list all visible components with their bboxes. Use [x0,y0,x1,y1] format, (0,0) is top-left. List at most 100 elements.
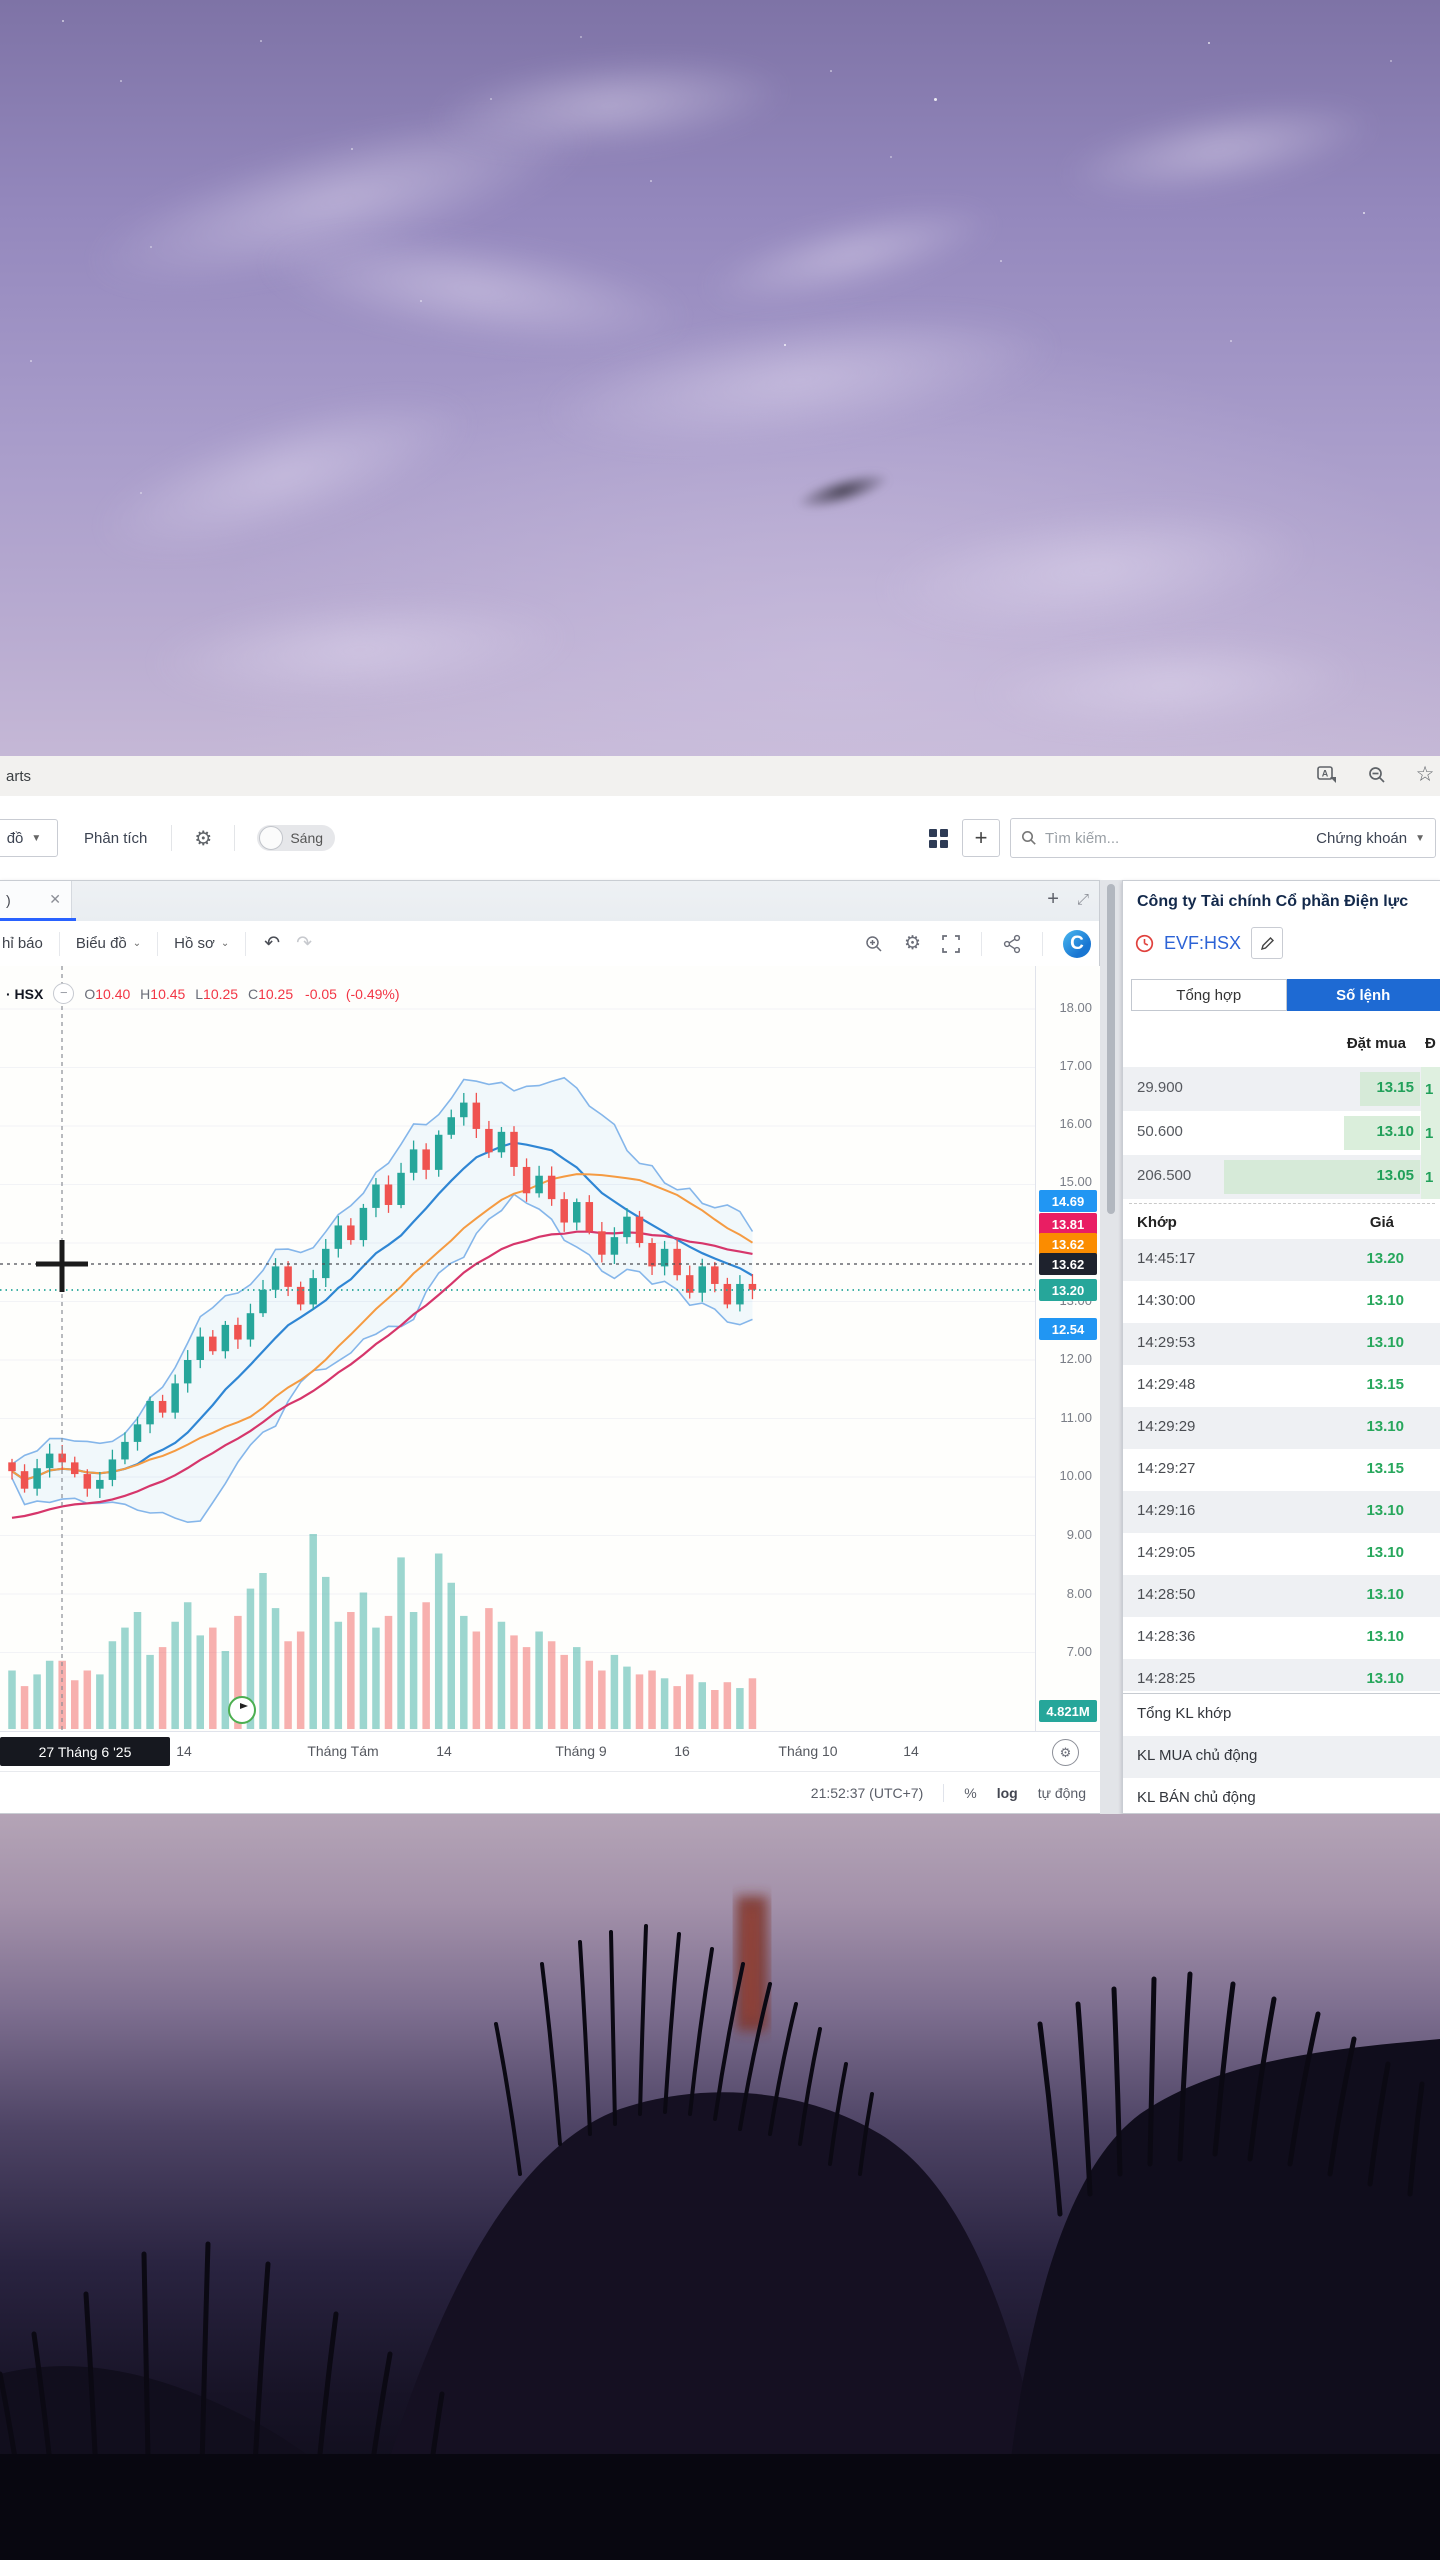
match-time: 14:28:25 [1137,1670,1196,1687]
chart-style-menu[interactable]: Biểu đồ ⌄ [75,935,142,952]
star [150,246,152,248]
price-axis-label: 12.00 [1059,1351,1092,1366]
candlestick-chart[interactable] [0,966,1035,1731]
price-axis[interactable]: 18.0017.0016.0015.0013.0012.0011.0010.00… [1035,966,1100,1731]
time-axis-label: Tháng Tám [307,1743,379,1759]
chart-tab[interactable]: ) ✕ [0,881,72,918]
chevron-down-icon: ⌄ [220,938,230,949]
close-icon[interactable]: ✕ [49,891,61,907]
match-time: 14:28:36 [1137,1628,1196,1645]
price-badge: 12.54 [1039,1318,1097,1340]
match-row[interactable]: 14:29:53 13.10 [1123,1323,1440,1365]
percent-scale-button[interactable]: % [964,1784,977,1801]
chevron-down-icon: ⌄ [132,938,142,949]
match-list[interactable]: 14:45:17 13.20 14:30:00 13.10 14:29:53 13.10 1… [1123,1239,1440,1691]
clock-label[interactable]: 21:52:37 (UTC+7) [810,1784,924,1801]
profile-menu[interactable]: Hồ sơ ⌄ [174,935,230,952]
match-row[interactable]: 14:29:48 13.15 [1123,1365,1440,1407]
auto-scale-button[interactable]: tự động [1037,1784,1086,1801]
redo-icon[interactable]: ↷ [296,933,313,954]
time-axis[interactable]: 27 Tháng 6 '25 ⚙ 14 Tháng Tám 14 Tháng 9 16 T… [0,1731,1100,1772]
match-row[interactable]: 14:28:25 13.10 [1123,1659,1440,1691]
zoom-in-icon[interactable] [864,934,884,954]
bid-column-header: Đặt mua [1346,1035,1406,1052]
match-time-header: Khớp [1137,1214,1177,1231]
match-row[interactable]: 14:28:50 13.10 [1123,1575,1440,1617]
star [1000,260,1002,262]
order-book-panel: Công ty Tài chính Cổ phần Điện lực EVF:H… [1122,880,1440,1814]
active-tab-underline [0,918,76,921]
match-row[interactable]: 14:29:05 13.10 [1123,1533,1440,1575]
star [650,180,652,182]
settings-gear-icon[interactable]: ⚙ [194,827,213,850]
app-toolbar: đồ ▼ Phân tích ⚙ Sáng + Tìm kiếm... Chứn… [0,796,1440,881]
price-axis-label: 7.00 [1066,1644,1092,1659]
volume-badge: 4.821M [1039,1700,1097,1722]
footer-row: KL BÁN chủ động [1137,1789,1256,1806]
analysis-menu[interactable]: Phân tích [84,829,148,847]
search-input[interactable]: Tìm kiếm... Chứng khoán ▼ [1010,818,1436,858]
match-price: 13.10 [1366,1502,1404,1519]
match-price: 13.10 [1366,1418,1404,1435]
bid-depth-bar [1224,1160,1420,1194]
match-row[interactable]: 14:30:00 13.10 [1123,1281,1440,1323]
legend-collapse-button[interactable]: − [53,983,75,1004]
bid-row[interactable]: 50.600 13.10 1 [1123,1111,1440,1155]
chart-toolbar: hỉ báo Biểu đồ ⌄ Hồ sơ ⌄ ↶ ↷ ⚙ C [0,921,1099,967]
bookmark-star-icon[interactable]: ☆ [1415,762,1435,786]
match-row[interactable]: 14:29:27 13.15 [1123,1449,1440,1491]
bid-row[interactable]: 29.900 13.15 1 [1123,1067,1440,1111]
match-row[interactable]: 14:29:16 13.10 [1123,1491,1440,1533]
panel-tab-so-lenh[interactable]: Số lệnh [1286,979,1440,1011]
match-price: 13.10 [1366,1334,1404,1351]
dashed-divider [1129,1203,1435,1204]
bid-row[interactable]: 206.500 13.05 1 [1123,1155,1440,1199]
layout-grid-icon[interactable] [920,820,956,856]
time-axis-label: Tháng 10 [778,1743,838,1759]
scrollbar[interactable] [1107,884,1115,1214]
log-scale-button[interactable]: log [996,1784,1018,1801]
sky-wallpaper [0,0,1440,756]
time-axis-settings-icon[interactable]: ⚙ [1052,1739,1079,1766]
translate-icon[interactable]: A [1314,762,1340,788]
chart-settings-gear-icon[interactable]: ⚙ [903,933,921,954]
indicators-menu[interactable]: hỉ báo [2,935,43,952]
svg-text:A: A [1322,769,1329,779]
symbol-ticker[interactable]: EVF:HSX [1164,932,1242,953]
match-row[interactable]: 14:28:36 13.10 [1123,1617,1440,1659]
share-icon[interactable] [1002,934,1022,954]
star [260,40,262,42]
chart-type-dropdown[interactable]: đồ ▼ [0,819,58,857]
crosshair-date-badge: 27 Tháng 6 '25 [0,1737,170,1766]
star [351,148,353,150]
add-widget-button[interactable]: + [962,819,1000,857]
search-scope-dropdown[interactable]: Chứng khoán [1316,829,1408,847]
match-row[interactable]: 14:45:17 13.20 [1123,1239,1440,1281]
ask-column-header: Đ [1425,1035,1436,1052]
broker-logo[interactable]: C [1063,929,1091,958]
footer-row: Tổng KL khớp [1137,1705,1232,1722]
add-tab-icon[interactable]: + [1047,888,1059,910]
star [934,98,937,101]
add-widget-label: + [974,825,988,850]
price-axis-label: 9.00 [1066,1527,1092,1542]
edit-symbol-button[interactable] [1251,927,1284,959]
window-gap [1100,880,1122,1814]
theme-toggle[interactable]: Sáng [257,825,336,851]
star [890,156,892,158]
fullscreen-icon[interactable] [941,934,961,954]
panel-tab-tong-hop[interactable]: Tổng hợp [1131,979,1287,1011]
cloud-wisp [82,362,488,588]
match-row[interactable]: 14:29:29 13.10 [1123,1407,1440,1449]
star [580,36,582,38]
time-axis-label: Tháng 9 [555,1743,607,1759]
clock-icon [1135,934,1154,952]
price-axis-label: 11.00 [1060,1410,1092,1425]
bid-depth-bar [1344,1116,1420,1150]
collapse-window-icon[interactable]: ⤢ [1076,891,1089,908]
zoom-out-icon[interactable] [1364,762,1390,788]
time-axis-label: 14 [436,1743,452,1759]
undo-icon[interactable]: ↶ [264,933,281,954]
match-time: 14:45:17 [1137,1250,1196,1267]
